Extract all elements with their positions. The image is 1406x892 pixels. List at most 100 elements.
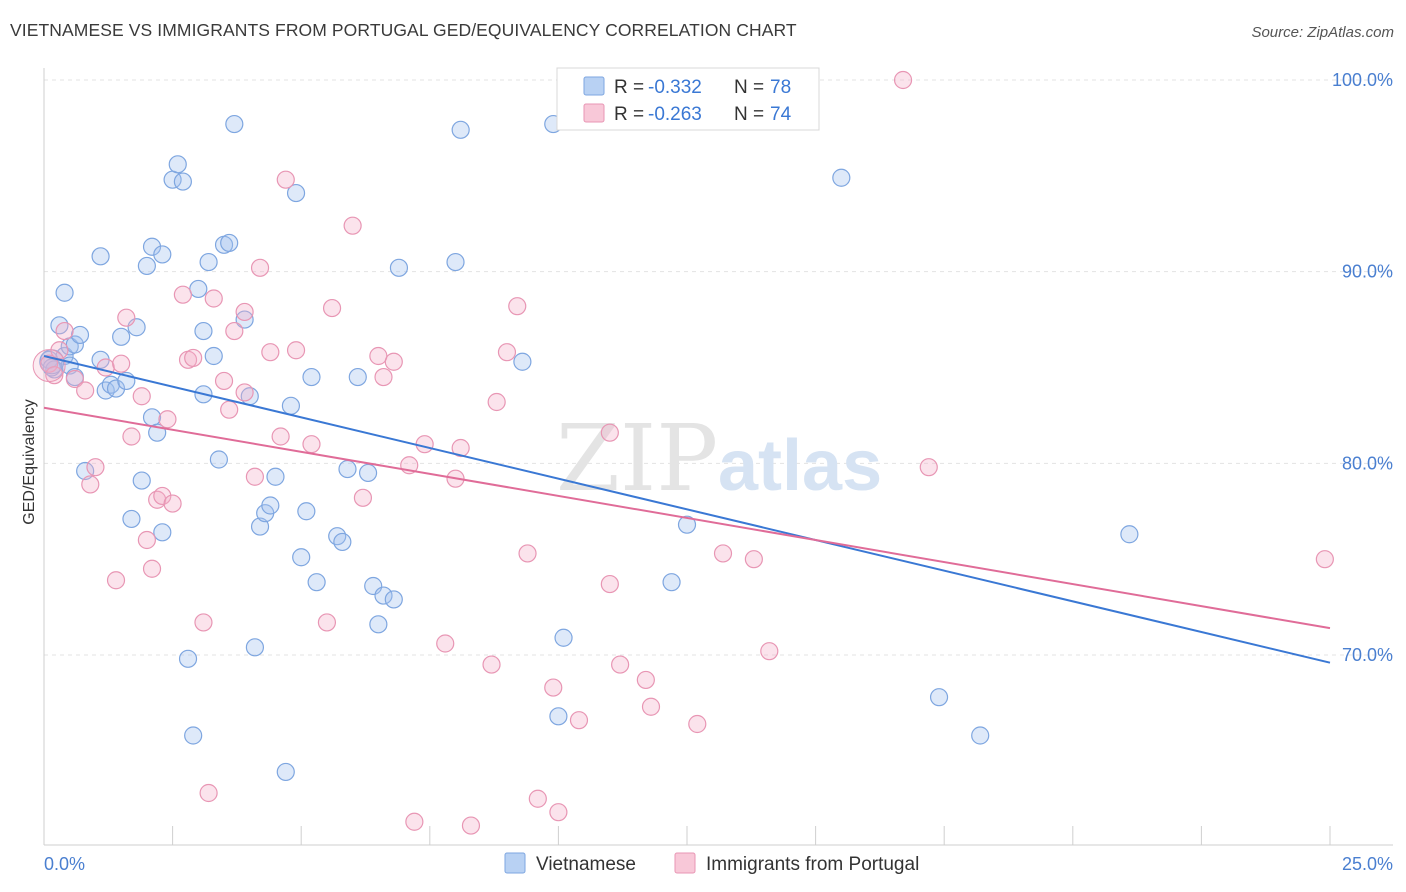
point-portugal bbox=[549, 803, 568, 822]
point-vietnamese bbox=[307, 573, 326, 592]
point-vietnamese bbox=[266, 467, 285, 486]
point-portugal bbox=[600, 574, 619, 594]
point-vietnamese bbox=[250, 517, 270, 536]
series-legend-swatch-portugal bbox=[674, 852, 696, 874]
point-vietnamese bbox=[281, 396, 301, 415]
point-vietnamese bbox=[91, 247, 110, 266]
legend-swatch-portugal bbox=[583, 103, 605, 123]
point-portugal bbox=[384, 352, 403, 371]
watermark: ZIP atlas bbox=[556, 405, 882, 512]
point-portugal bbox=[106, 571, 126, 590]
trendline-portugal bbox=[43, 406, 1331, 630]
point-portugal bbox=[173, 285, 192, 304]
point-portugal bbox=[1315, 550, 1334, 569]
point-vietnamese bbox=[70, 325, 90, 345]
point-portugal bbox=[271, 427, 290, 446]
point-portugal bbox=[497, 343, 517, 362]
point-portugal bbox=[137, 530, 156, 550]
point-vietnamese bbox=[549, 707, 568, 726]
y-tick-labels: 70.0% 80.0% 90.0% 100.0% bbox=[1332, 70, 1393, 665]
point-vietnamese bbox=[348, 367, 367, 387]
point-portugal bbox=[142, 559, 162, 578]
point-vietnamese bbox=[286, 183, 306, 203]
legend-n-label: N = bbox=[734, 77, 764, 98]
point-vietnamese bbox=[261, 496, 280, 515]
legend-swatch-vietnamese bbox=[583, 76, 605, 96]
point-portugal bbox=[235, 302, 254, 322]
point-portugal bbox=[204, 289, 223, 308]
point-portugal bbox=[286, 341, 306, 360]
point-portugal bbox=[641, 697, 661, 716]
point-portugal bbox=[317, 613, 337, 632]
point-vietnamese bbox=[333, 532, 352, 552]
series-legend-label-vietnamese: Vietnamese bbox=[536, 854, 636, 875]
y-tick-label: 80.0% bbox=[1342, 453, 1393, 473]
point-vietnamese bbox=[389, 258, 409, 277]
point-portugal bbox=[636, 670, 655, 690]
point-portugal bbox=[353, 488, 373, 507]
point-vietnamese bbox=[106, 379, 126, 398]
point-vietnamese bbox=[276, 762, 295, 782]
point-vietnamese bbox=[173, 172, 192, 191]
point-portugal bbox=[122, 427, 141, 446]
point-vietnamese bbox=[178, 649, 198, 668]
point-portugal bbox=[184, 348, 203, 368]
trendline-vietnamese bbox=[43, 355, 1331, 664]
x-tick-labels: 0.0% 25.0% bbox=[44, 854, 1393, 874]
point-portugal bbox=[225, 321, 244, 341]
point-vietnamese bbox=[513, 352, 532, 371]
point-portugal bbox=[374, 367, 393, 387]
point-portugal bbox=[261, 343, 280, 362]
watermark-atlas: atlas bbox=[718, 426, 882, 506]
point-portugal bbox=[199, 783, 218, 803]
point-portugal bbox=[117, 308, 136, 327]
point-portugal bbox=[611, 655, 630, 674]
point-vietnamese bbox=[76, 461, 95, 481]
point-portugal bbox=[713, 544, 733, 563]
point-vietnamese bbox=[225, 114, 244, 134]
point-portugal bbox=[528, 789, 547, 808]
series-legend-label-portugal: Immigrants from Portugal bbox=[706, 854, 919, 875]
point-portugal bbox=[919, 458, 938, 477]
point-portugal bbox=[518, 544, 537, 563]
point-portugal bbox=[744, 550, 763, 569]
legend-n-value: 74 bbox=[770, 104, 792, 125]
point-vietnamese bbox=[184, 726, 203, 745]
point-vietnamese bbox=[451, 120, 470, 139]
legend-r-value: -0.263 bbox=[648, 104, 702, 125]
point-portugal bbox=[569, 711, 589, 730]
point-portugal bbox=[153, 486, 172, 506]
chart-title: VIETNAMESE VS IMMIGRANTS FROM PORTUGAL G… bbox=[10, 20, 797, 40]
point-vietnamese bbox=[153, 523, 172, 542]
point-portugal bbox=[600, 423, 619, 442]
point-vietnamese bbox=[142, 237, 162, 256]
point-vietnamese bbox=[112, 327, 131, 346]
point-vietnamese bbox=[338, 459, 357, 479]
point-vietnamese bbox=[384, 590, 403, 609]
y-axis-title: GED/Equivalency bbox=[21, 399, 38, 524]
point-portugal bbox=[461, 816, 481, 835]
point-portugal bbox=[451, 438, 470, 458]
legend-n-value: 78 bbox=[770, 77, 791, 98]
legend-r-label: R = bbox=[614, 104, 644, 125]
point-vietnamese bbox=[929, 688, 949, 707]
point-portugal bbox=[302, 435, 321, 454]
legend-r-value: -0.332 bbox=[648, 77, 702, 98]
series-portugal-points bbox=[32, 70, 1334, 835]
point-vietnamese bbox=[189, 279, 208, 299]
point-portugal bbox=[112, 354, 131, 373]
point-vietnamese bbox=[132, 471, 151, 490]
point-portugal bbox=[482, 655, 501, 674]
point-portugal bbox=[436, 634, 455, 653]
series-legend-swatch-vietnamese bbox=[504, 852, 526, 874]
y-tick-label: 100.0% bbox=[1332, 70, 1393, 90]
point-portugal bbox=[508, 297, 527, 316]
point-vietnamese bbox=[55, 283, 74, 302]
source-label: Source: ZipAtlas.com bbox=[1251, 24, 1394, 41]
point-portugal bbox=[276, 170, 295, 189]
point-portugal bbox=[760, 642, 779, 661]
point-vietnamese bbox=[358, 463, 378, 483]
axes bbox=[43, 68, 1393, 846]
point-vietnamese bbox=[292, 548, 311, 567]
point-vietnamese bbox=[235, 310, 254, 329]
